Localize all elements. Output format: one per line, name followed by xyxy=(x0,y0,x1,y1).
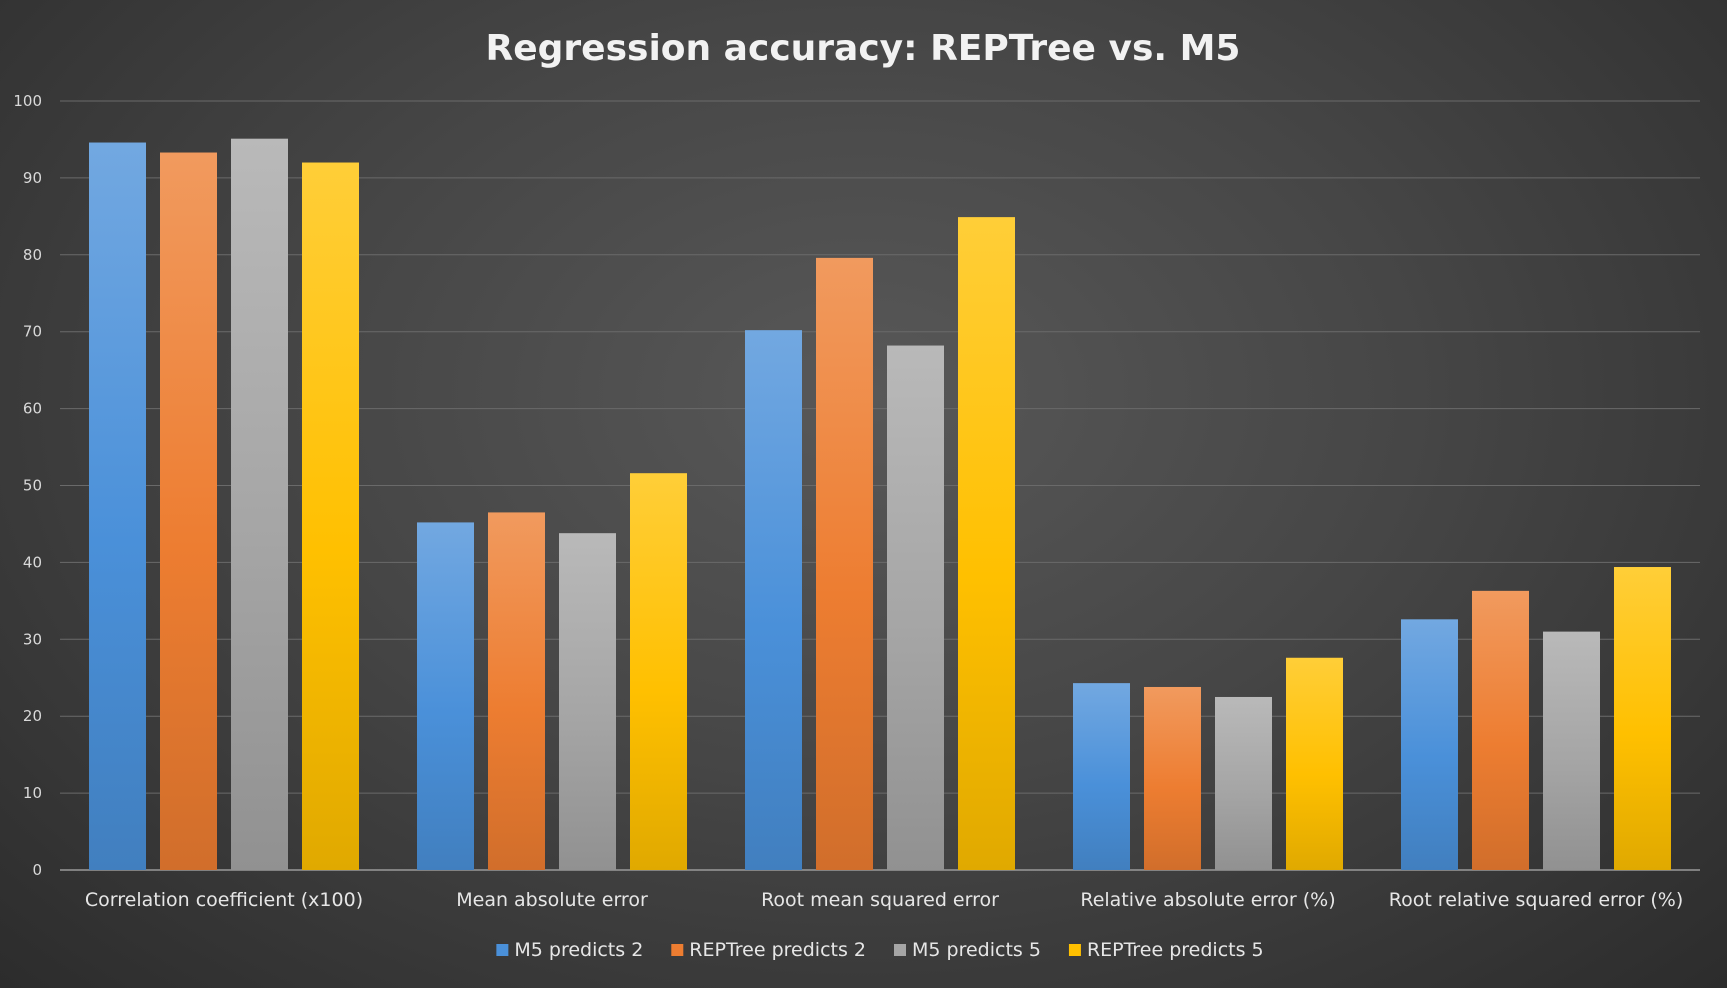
legend-swatch xyxy=(1068,944,1081,956)
bar-reptree-predicts-2-cat-2: REPTree predicts 2 — Root mean squared e… xyxy=(816,257,873,871)
legend-item-reptree-predicts-5: REPTree predicts 5 xyxy=(1068,939,1264,961)
legend-label: M5 predicts 2 xyxy=(514,939,643,961)
y-tick-label: 0 xyxy=(32,861,42,879)
y-axis-ticks: 0 10 20 30 40 50 60 70 80 90 100 xyxy=(13,92,42,879)
x-category-label: Relative absolute error (%) xyxy=(1080,889,1335,911)
y-tick-label: 70 xyxy=(23,323,42,341)
y-tick-label: 60 xyxy=(23,400,42,418)
x-category-label: Mean absolute error xyxy=(456,889,648,911)
bars: M5 predicts 2 — Correlation coefficient … xyxy=(89,138,1671,871)
bar-m5-predicts-5-cat-2: M5 predicts 5 — Root mean squared error:… xyxy=(887,345,944,870)
y-tick-label: 20 xyxy=(23,707,42,725)
bar-m5-predicts-2-cat-2: M5 predicts 2 — Root mean squared error:… xyxy=(745,330,802,870)
bar-reptree-predicts-5-cat-0: REPTree predicts 5 — Correlation coeffic… xyxy=(302,162,359,870)
bar-reptree-predicts-2-cat-4: REPTree predicts 2 — Root relative squar… xyxy=(1472,590,1529,870)
bar-m5-predicts-2-cat-3: M5 predicts 2 — Relative absolute error … xyxy=(1073,683,1130,870)
y-tick-label: 10 xyxy=(23,784,42,802)
legend-label: REPTree predicts 5 xyxy=(1087,939,1264,961)
legend-swatch xyxy=(496,944,509,956)
bar-reptree-predicts-5-cat-1: REPTree predicts 5 — Mean absolute error… xyxy=(630,473,687,870)
legend-swatch xyxy=(894,944,906,956)
bar-m5-predicts-2-cat-1: M5 predicts 2 — Mean absolute error: 45.… xyxy=(417,522,474,870)
y-tick-label: 50 xyxy=(23,477,42,495)
bar-reptree-predicts-2-cat-0: REPTree predicts 2 — Correlation coeffic… xyxy=(160,152,217,870)
legend-label: M5 predicts 5 xyxy=(912,939,1041,961)
bar-reptree-predicts-2-cat-3: REPTree predicts 2 — Relative absolute e… xyxy=(1144,686,1201,870)
chart-title: Regression accuracy: REPTree vs. M5 xyxy=(486,28,1241,69)
legend-item-m5-predicts-5: M5 predicts 5 xyxy=(894,939,1041,961)
bar-reptree-predicts-2-cat-1: REPTree predicts 2 — Mean absolute error… xyxy=(488,512,545,870)
y-tick-label: 100 xyxy=(13,92,42,110)
y-tick-label: 80 xyxy=(23,246,42,264)
bar-m5-predicts-2-cat-4: M5 predicts 2 — Root relative squared er… xyxy=(1401,619,1458,870)
x-axis: Correlation coefficient (x100) Mean absol… xyxy=(85,889,1683,911)
x-category-label: Root mean squared error xyxy=(761,889,999,911)
legend-label: REPTree predicts 2 xyxy=(689,939,866,961)
bar-m5-predicts-5-cat-1: M5 predicts 5 — Mean absolute error: 43.… xyxy=(559,533,616,870)
bar-reptree-predicts-5-cat-4: REPTree predicts 5 — Root relative squar… xyxy=(1614,567,1671,870)
y-tick-label: 30 xyxy=(23,630,42,648)
bar-reptree-predicts-5-cat-3: REPTree predicts 5 — Relative absolute e… xyxy=(1286,657,1343,870)
legend-swatch xyxy=(671,944,684,956)
y-tick-label: 40 xyxy=(23,553,42,571)
legend-item-reptree-predicts-2: REPTree predicts 2 xyxy=(671,939,866,961)
x-category-label: Correlation coefficient (x100) xyxy=(85,889,363,911)
legend-item-m5-predicts-2: M5 predicts 2 xyxy=(496,939,643,961)
bar-m5-predicts-5-cat-4: M5 predicts 5 — Root relative squared er… xyxy=(1543,631,1600,870)
bar-m5-predicts-2-cat-0: M5 predicts 2 — Correlation coefficient … xyxy=(89,142,146,870)
bar-reptree-predicts-5-cat-2: REPTree predicts 5 — Root mean squared e… xyxy=(958,217,1015,870)
bar-m5-predicts-5-cat-3: M5 predicts 5 — Relative absolute error … xyxy=(1215,696,1272,870)
y-tick-label: 90 xyxy=(23,169,42,187)
legend: M5 predicts 2 REPTree predicts 2 M5 predic… xyxy=(496,939,1264,961)
x-category-label: Root relative squared error (%) xyxy=(1389,889,1684,911)
bar-m5-predicts-5-cat-0: M5 predicts 5 — Correlation coefficient … xyxy=(231,138,288,870)
